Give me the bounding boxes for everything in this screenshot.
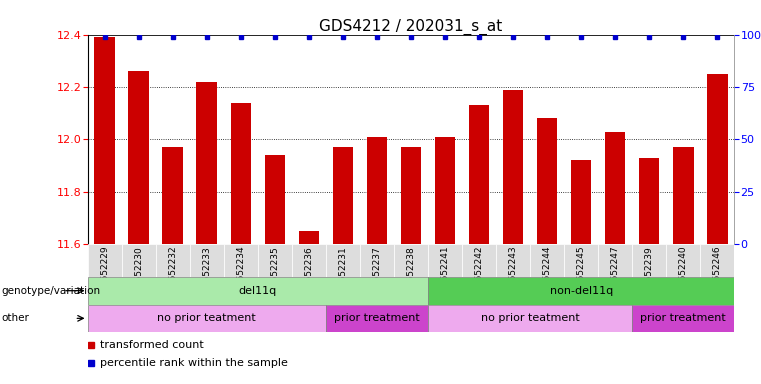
- Bar: [537, 118, 557, 244]
- Bar: [88, 277, 428, 305]
- Bar: [360, 244, 394, 277]
- Text: prior treatment: prior treatment: [334, 313, 420, 323]
- Text: GSM652247: GSM652247: [611, 246, 619, 301]
- Text: GSM652229: GSM652229: [100, 246, 109, 301]
- Bar: [564, 244, 598, 277]
- Bar: [88, 244, 122, 277]
- Bar: [605, 132, 626, 244]
- Bar: [326, 305, 428, 332]
- Bar: [435, 137, 455, 244]
- Text: GSM652234: GSM652234: [236, 246, 245, 301]
- Bar: [428, 277, 734, 305]
- Bar: [189, 244, 224, 277]
- Text: GSM652246: GSM652246: [713, 246, 722, 301]
- Bar: [129, 71, 149, 244]
- Bar: [94, 37, 115, 244]
- Text: no prior teatment: no prior teatment: [158, 313, 256, 323]
- Bar: [326, 244, 360, 277]
- Bar: [530, 244, 564, 277]
- Text: transformed count: transformed count: [100, 340, 204, 350]
- Bar: [428, 305, 632, 332]
- Text: percentile rank within the sample: percentile rank within the sample: [100, 358, 288, 368]
- Bar: [291, 244, 326, 277]
- Bar: [155, 244, 189, 277]
- Bar: [707, 74, 728, 244]
- Text: GSM652243: GSM652243: [508, 246, 517, 301]
- Text: GSM652240: GSM652240: [679, 246, 688, 301]
- Text: GSM652244: GSM652244: [543, 246, 552, 300]
- Bar: [298, 231, 319, 244]
- Bar: [401, 147, 421, 244]
- Title: GDS4212 / 202031_s_at: GDS4212 / 202031_s_at: [320, 18, 502, 35]
- Text: GSM652232: GSM652232: [168, 246, 177, 301]
- Bar: [265, 155, 285, 244]
- Text: non-del11q: non-del11q: [549, 286, 613, 296]
- Bar: [462, 244, 496, 277]
- Bar: [503, 89, 524, 244]
- Text: GSM652245: GSM652245: [577, 246, 586, 301]
- Bar: [598, 244, 632, 277]
- Text: GSM652242: GSM652242: [475, 246, 483, 300]
- Bar: [367, 137, 387, 244]
- Text: GSM652241: GSM652241: [441, 246, 450, 301]
- Text: GSM652231: GSM652231: [339, 246, 347, 301]
- Text: genotype/variation: genotype/variation: [2, 286, 100, 296]
- Bar: [122, 244, 155, 277]
- Bar: [639, 158, 660, 244]
- Text: GSM652237: GSM652237: [372, 246, 381, 301]
- Bar: [162, 147, 183, 244]
- Text: del11q: del11q: [239, 286, 277, 296]
- Bar: [469, 105, 489, 244]
- Bar: [88, 305, 326, 332]
- Bar: [632, 305, 734, 332]
- Text: other: other: [2, 313, 30, 323]
- Text: GSM652239: GSM652239: [645, 246, 654, 301]
- Bar: [394, 244, 428, 277]
- Bar: [673, 147, 693, 244]
- Text: GSM652233: GSM652233: [202, 246, 211, 301]
- Text: no prior teatment: no prior teatment: [481, 313, 579, 323]
- Bar: [496, 244, 530, 277]
- Text: GSM652235: GSM652235: [270, 246, 279, 301]
- Bar: [667, 244, 700, 277]
- Text: GSM652230: GSM652230: [134, 246, 143, 301]
- Text: prior treatment: prior treatment: [641, 313, 726, 323]
- Text: GSM652238: GSM652238: [406, 246, 416, 301]
- Bar: [632, 244, 667, 277]
- Bar: [700, 244, 734, 277]
- Bar: [231, 103, 251, 244]
- Bar: [428, 244, 462, 277]
- Bar: [196, 82, 217, 244]
- Bar: [224, 244, 258, 277]
- Bar: [258, 244, 291, 277]
- Text: GSM652236: GSM652236: [304, 246, 314, 301]
- Bar: [571, 161, 591, 244]
- Bar: [333, 147, 353, 244]
